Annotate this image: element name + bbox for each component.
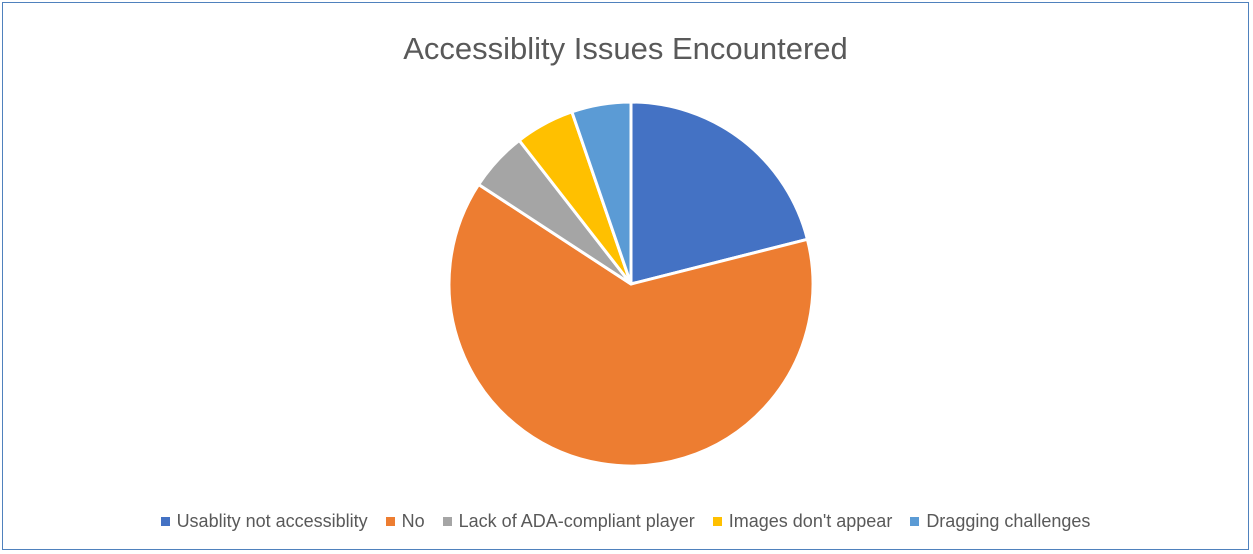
legend-swatch-no [386, 517, 395, 526]
legend-label-no: No [402, 511, 425, 532]
legend-swatch-dragging [910, 517, 919, 526]
legend-label-images: Images don't appear [729, 511, 893, 532]
legend-item-usability: Usablity not accessiblity [161, 511, 368, 532]
legend-item-dragging: Dragging challenges [910, 511, 1090, 532]
legend-item-images: Images don't appear [713, 511, 893, 532]
legend-label-usability: Usablity not accessiblity [177, 511, 368, 532]
legend: Usablity not accessiblity No Lack of ADA… [3, 511, 1248, 532]
legend-swatch-images [713, 517, 722, 526]
legend-item-ada-player: Lack of ADA-compliant player [443, 511, 695, 532]
legend-swatch-usability [161, 517, 170, 526]
legend-label-dragging: Dragging challenges [926, 511, 1090, 532]
legend-swatch-ada-player [443, 517, 452, 526]
legend-label-ada-player: Lack of ADA-compliant player [459, 511, 695, 532]
legend-item-no: No [386, 511, 425, 532]
pie-chart [3, 3, 1250, 551]
